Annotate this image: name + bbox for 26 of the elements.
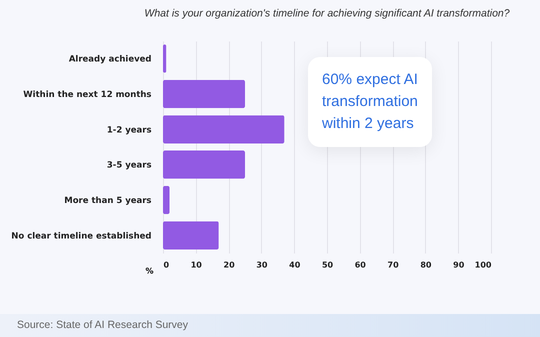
bar [163, 186, 170, 214]
y-tick-label: Within the next 12 months [23, 90, 152, 100]
y-tick-label: Already achieved [68, 54, 152, 65]
y-tick-label: 3-5 years [106, 160, 152, 171]
bar [163, 221, 219, 250]
source-note: Source: State of AI Research Survey [0, 314, 540, 337]
x-tick-label: 30 [256, 260, 268, 270]
y-tick-label: No clear timeline established [11, 231, 152, 242]
x-tick-label: 40 [289, 260, 301, 270]
chart-title: What is your organization's timeline for achieving significant AI transformation? [144, 8, 510, 20]
x-axis-title: % [146, 266, 154, 276]
x-tick-label: 90 [453, 260, 465, 270]
x-tick-label: 80 [420, 260, 432, 270]
annotation: 60% expect AI transformation within 2 years [308, 57, 432, 147]
x-tick-label: 60 [354, 260, 366, 270]
bar [163, 150, 245, 179]
x-tick-label: 0 [164, 260, 170, 270]
x-tick-label: 70 [388, 260, 400, 270]
x-tick-label: 10 [190, 260, 202, 270]
y-tick-label: 1-2 years [106, 125, 152, 136]
bar [163, 115, 284, 144]
x-tick-label: 20 [224, 260, 236, 270]
x-tick-label: 100 [474, 260, 492, 270]
y-tick-label: More than 5 years [64, 196, 152, 206]
x-tick-label: 50 [322, 260, 334, 270]
bar [163, 80, 245, 108]
